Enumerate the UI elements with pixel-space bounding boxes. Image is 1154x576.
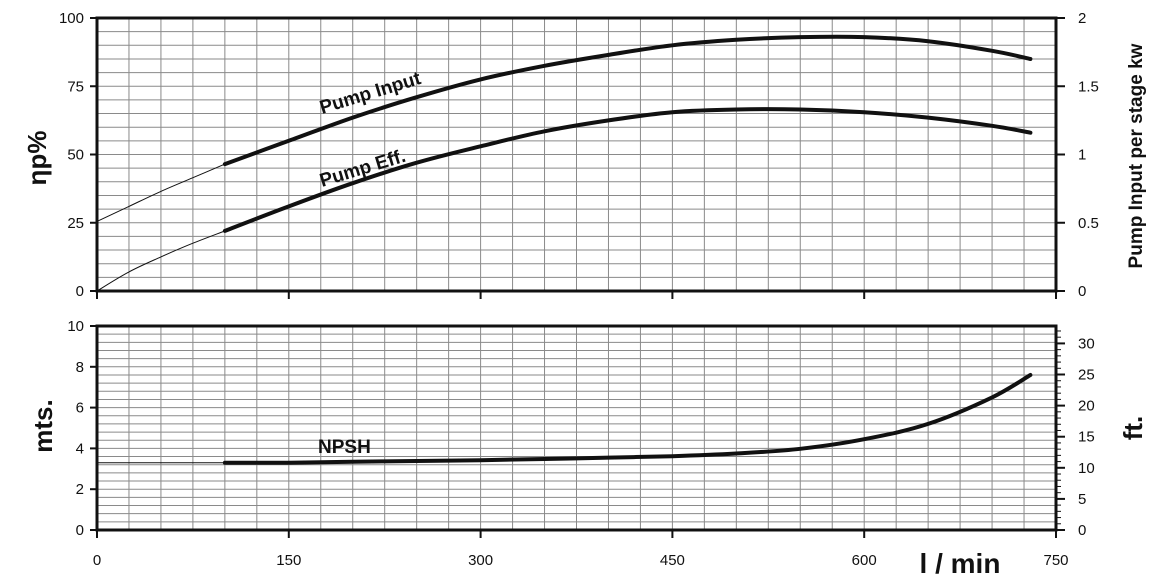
bottom-grid: [97, 326, 1056, 530]
top-y2-tick-label: 1: [1078, 147, 1086, 164]
x-tick-label: 450: [660, 552, 685, 569]
bottom-y-tick-label: 0: [76, 522, 84, 539]
x-tick-label: 750: [1043, 552, 1068, 569]
pump-eff-curve-label: Pump Eff.: [317, 146, 408, 192]
x-tick-label: 600: [852, 552, 877, 569]
bottom-y2-tick-label: 0: [1078, 522, 1086, 539]
bottom-y-tick-label: 6: [76, 400, 84, 417]
top-grid: [97, 18, 1056, 291]
top-y2-tick-label: 0.5: [1078, 215, 1099, 232]
top-extrapolation-curve: [96, 163, 226, 222]
bottom-y2-tick-label: 10: [1078, 460, 1095, 477]
top-y-tick-label: 75: [67, 78, 84, 95]
top-extrapolation-curve: [96, 230, 226, 292]
top-y-tick-label: 0: [76, 283, 84, 300]
bottom-y-tick-label: 10: [67, 318, 84, 335]
bottom-right-axis-title: ft.: [1118, 416, 1148, 441]
bottom-y-tick-label: 4: [76, 440, 84, 457]
bottom-y2-tick-label: 5: [1078, 491, 1086, 508]
npsh-curve-label: NPSH: [318, 437, 371, 458]
top-panel: 0 25 50 75 100 0 0.5 1 1.5 2: [59, 10, 1099, 300]
x-tick-label: 150: [276, 552, 301, 569]
bottom-y2-tick-label: 30: [1078, 335, 1095, 352]
top-y-tick-label: 50: [67, 147, 84, 164]
bottom-plot-frame: [95, 324, 1058, 532]
bottom-y-tick-label: 2: [76, 481, 84, 498]
bottom-left-axis-title: mts.: [28, 399, 58, 452]
npsh-curve: [222, 373, 1033, 465]
pump-eff-curve: [222, 107, 1033, 233]
x-tick-label: 300: [468, 552, 493, 569]
top-y2-tick-label: 1.5: [1078, 78, 1099, 95]
bottom-y2-tick-label: 25: [1078, 367, 1095, 384]
top-y2-tick-label: 0: [1078, 283, 1086, 300]
x-tick-label: 0: [93, 552, 101, 569]
bottom-y2-tick-label: 20: [1078, 398, 1095, 415]
bottom-y-tick-label: 8: [76, 359, 84, 376]
x-axis-unit-label: l / min: [920, 548, 1001, 576]
bottom-y2-tick-label: 15: [1078, 429, 1095, 446]
top-y-tick-label: 25: [67, 215, 84, 232]
top-left-axis-title: ηp%: [22, 131, 52, 186]
top-right-axis-title: Pump Input per stage kw: [1126, 43, 1147, 268]
top-y2-tick-label: 2: [1078, 10, 1086, 27]
top-y-tick-label: 100: [59, 10, 84, 27]
pump-input-curve: [222, 34, 1033, 167]
